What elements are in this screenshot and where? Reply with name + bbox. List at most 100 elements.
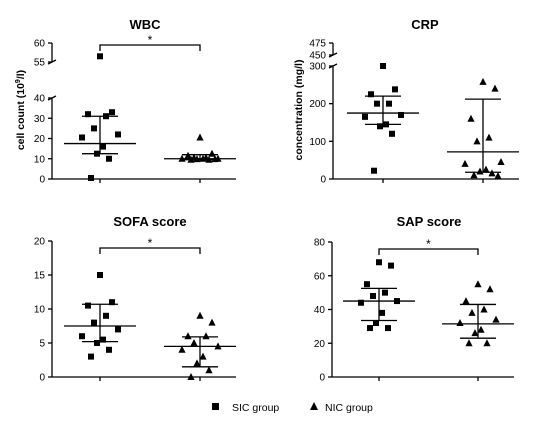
wbc-sic-point [106,155,112,162]
crp-ylabel: concentration (mg/l) [293,60,305,161]
sap-sic-point [388,262,394,269]
sap-y-tick-label: 0 [319,373,325,384]
sap-sic-point [376,259,382,266]
wbc-y-tick-label: 55 [34,58,46,69]
sofa-sic-point [97,272,103,278]
sofa-nic-point [202,332,210,340]
sap-nic-point [477,325,485,333]
crp-nic-point [497,158,505,166]
sap-nic-point [471,329,479,337]
sofa-title: SOFA score [113,214,186,229]
sap-sic-point [385,325,391,332]
sap-y-tick-label: 20 [314,339,326,350]
legend-nic-label: NIC group [325,402,373,414]
sap-sic-point [379,309,385,316]
wbc-nic-point [208,149,216,157]
crp-nic-point [494,171,502,179]
wbc-y-tick-label: 0 [39,175,45,186]
sap-nic-point [492,315,500,323]
crp-sic-point [386,100,392,107]
crp-y-tick-label: 475 [309,39,326,50]
sofa-sic-point [103,312,109,319]
sofa-sic-point [88,353,94,360]
crp-sic-point [392,86,398,93]
wbc-sic-point [79,134,85,141]
sofa-nic-point [196,311,204,319]
crp-sic-point [389,130,395,137]
crp-title: CRP [411,17,439,32]
sofa-nic-point [190,339,198,346]
wbc-sic-point [85,111,91,118]
sofa-y-tick-label: 15 [34,271,46,282]
sap-title: SAP score [397,214,462,229]
crp-y-tick-label: 300 [309,62,326,73]
crp-sic-point [371,167,377,174]
crp-nic-point [479,77,487,85]
legend-sic-label: SIC group [232,402,279,414]
wbc-title: WBC [129,17,161,32]
sofa-y-tick-label: 10 [34,305,46,316]
crp-sic-point [368,91,374,98]
wbc-sic-point [100,143,106,150]
sap-y-tick-label: 60 [314,271,326,282]
wbc-significance-star: * [148,33,153,47]
crp-nic-point [482,165,490,173]
crp-y-tick-label: 200 [309,99,326,110]
legend-triangle-marker [310,402,318,410]
crp-nic-point [473,137,481,145]
crp-nic-point [461,159,469,167]
wbc-y-tick-label: 10 [34,154,46,165]
crp-nic-point [467,114,475,122]
sap-y-tick-label: 40 [314,305,326,316]
sap-significance-bracket [378,248,479,255]
wbc-sic-point [88,174,94,181]
sofa-sic-point [91,319,97,326]
wbc-nic-point [196,133,204,141]
sap-nic-point [468,308,476,316]
crp-y-tick-label: 450 [309,51,326,62]
wbc-y-tick-label: 20 [34,134,46,145]
sofa-sic-point [115,326,121,333]
sofa-nic-point [193,359,201,367]
legend-square-marker [212,403,219,410]
sofa-nic-point [187,373,195,380]
sofa-sic-point [94,340,100,346]
sap-sic-point [367,325,373,332]
sofa-sic-point [100,336,106,343]
sofa-nic-point [178,345,186,353]
wbc-ylabel-sup: 9 [15,79,22,83]
sap-nic-point [486,285,494,293]
crp-sic-point [374,100,380,107]
wbc-significance-bracket [99,44,201,51]
sap-sic-point [382,289,388,296]
wbc-ylabel-prefix: cell count (10 [15,83,27,150]
sap-nic-point [456,319,464,326]
crp-y-tick-label: 100 [309,137,326,148]
sofa-nic-point [184,332,192,340]
sap-significance-star: * [426,237,431,251]
sofa-y-tick-label: 5 [39,339,45,350]
sofa-y-tick-label: 0 [39,373,45,384]
sap-sic-point [373,320,379,326]
wbc-sic-point [109,109,115,116]
wbc-y-tick-label: 30 [34,114,46,125]
sap-sic-point [364,281,370,288]
sofa-significance-bracket [99,247,201,254]
wbc-y-tick-label: 60 [34,39,46,50]
wbc-sic-point [115,131,121,138]
crp-nic-point [491,84,499,92]
crp-nic-point [485,133,493,141]
crp-sic-point [362,113,368,120]
wbc-y-tick-label: 40 [34,94,46,105]
sap-nic-point [480,305,488,313]
sofa-y-tick-label: 20 [34,237,46,248]
wbc-sic-point [97,53,103,60]
wbc-ylabel: cell count (109/l) [15,70,27,150]
sap-nic-point [474,280,482,288]
sofa-nic-point [199,352,207,360]
sap-y-tick-label: 80 [314,238,326,249]
sofa-sic-point [79,333,85,340]
sofa-sic-point [109,299,115,306]
sofa-nic-point [208,318,216,326]
